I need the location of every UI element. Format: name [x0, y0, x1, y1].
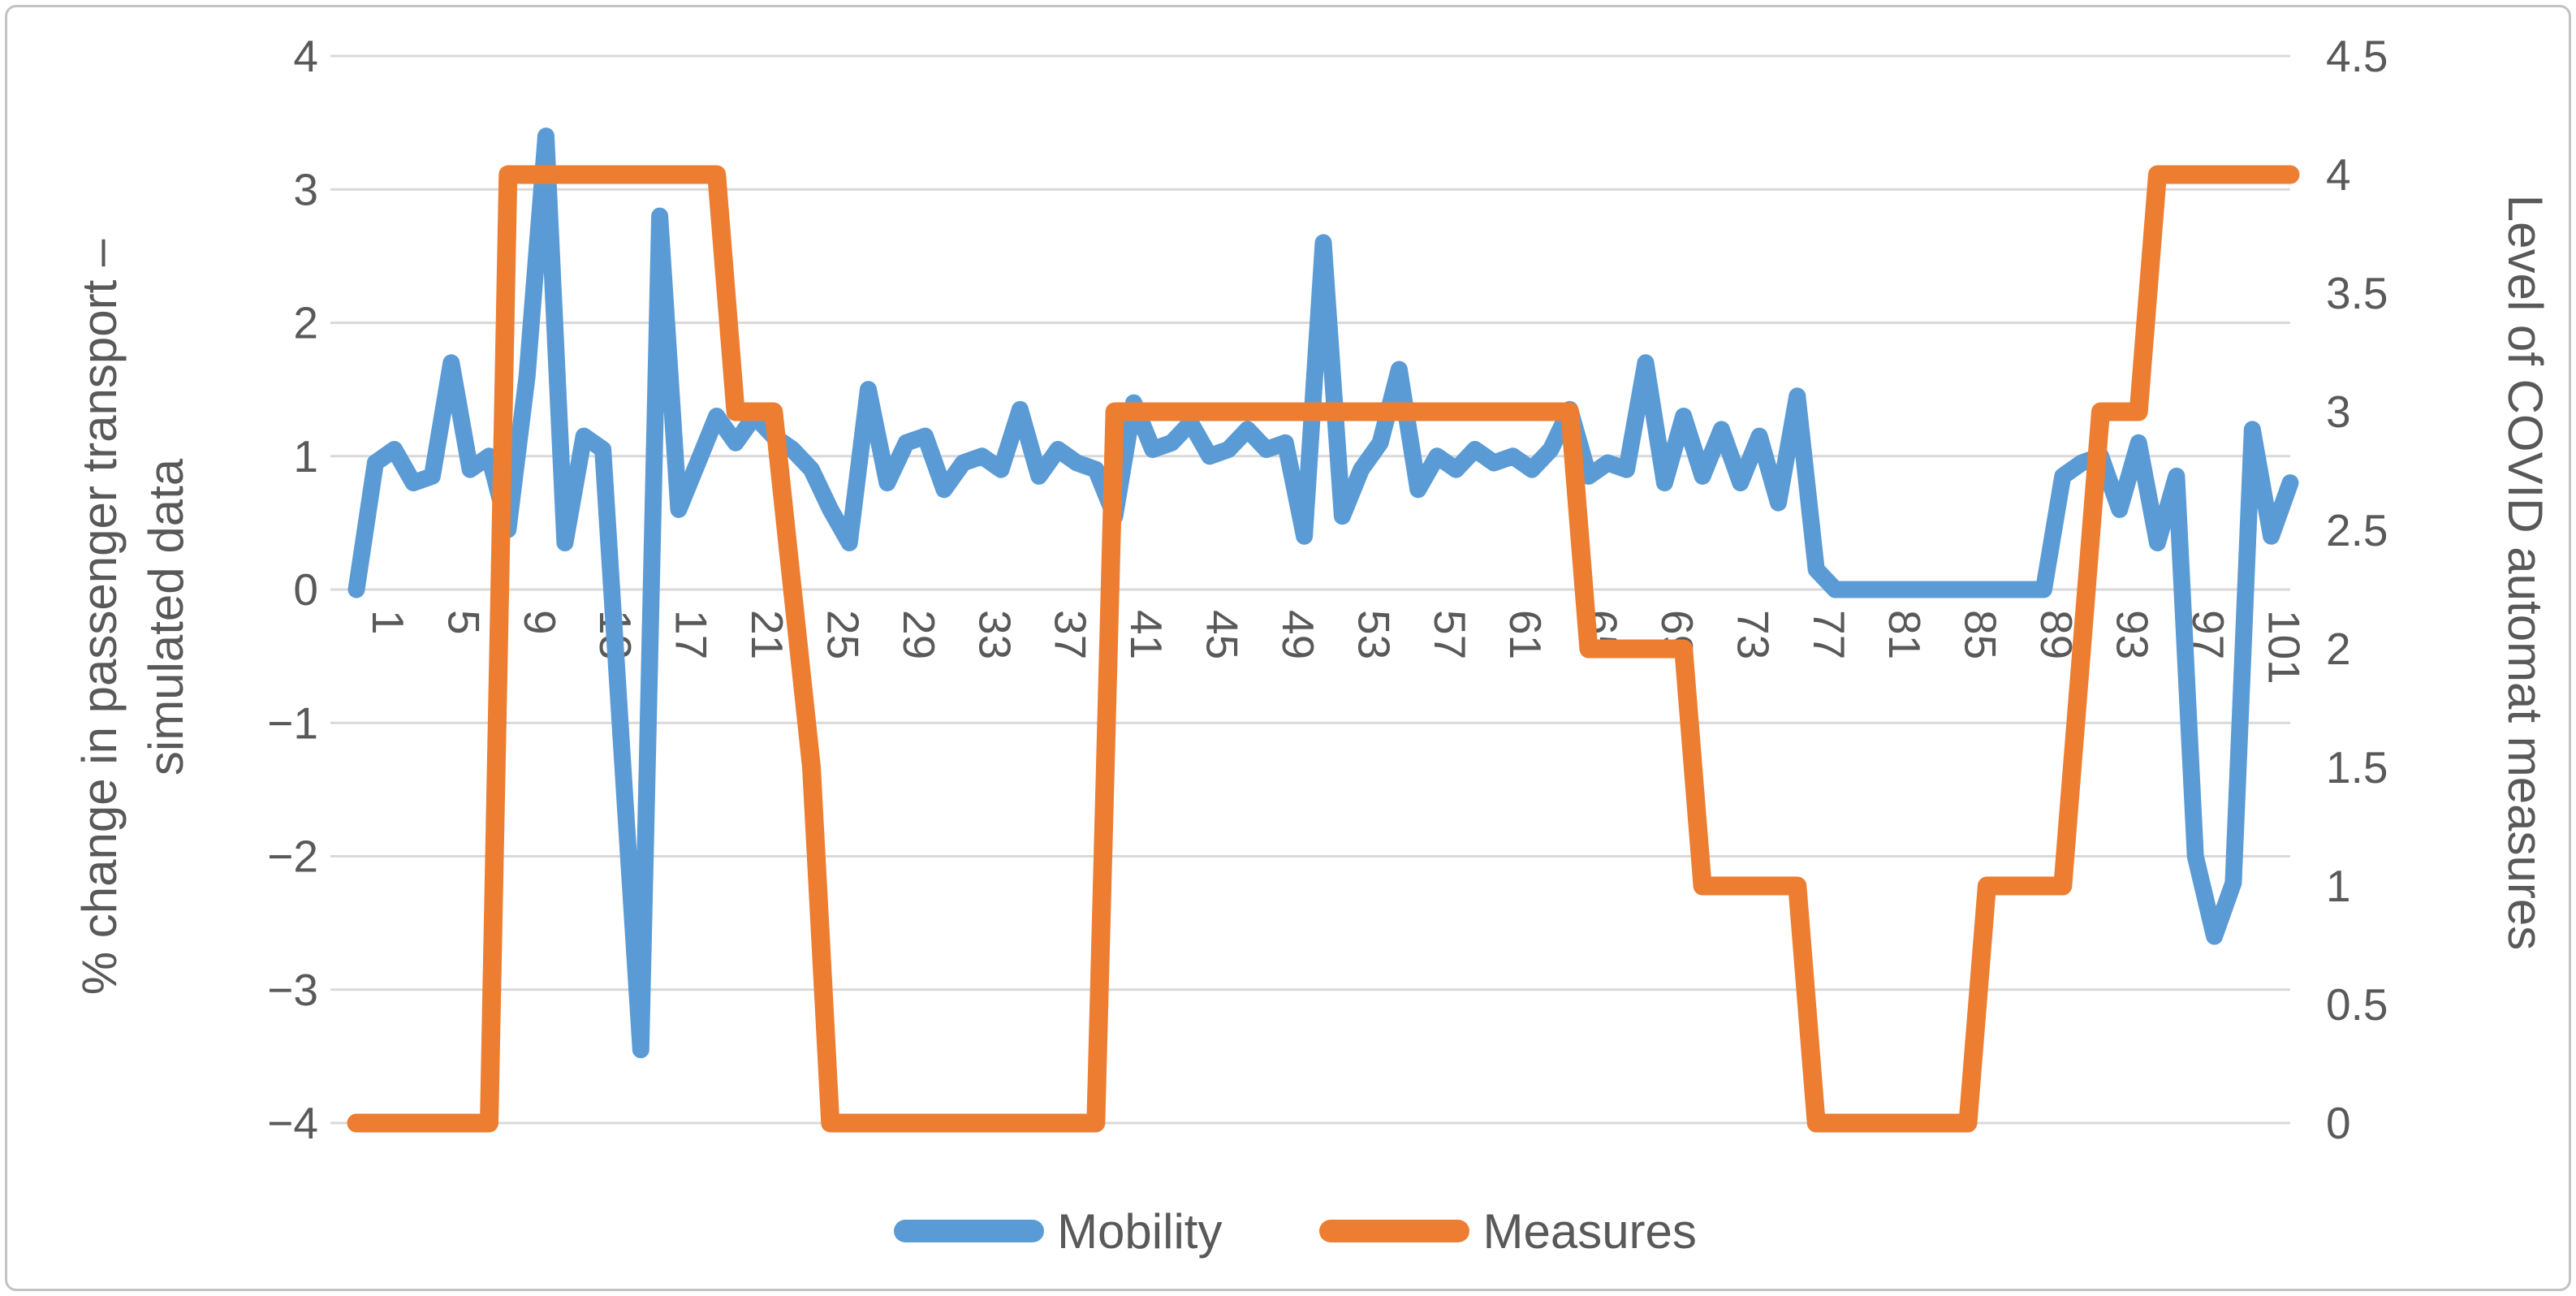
y-right-tick-label: 0.5: [2326, 979, 2388, 1030]
y-right-tick-label: 2: [2326, 624, 2351, 674]
legend: Mobility Measures: [7, 1194, 2576, 1268]
legend-item-mobility: Mobility: [894, 1203, 1222, 1259]
y-left-tick-label: −2: [267, 832, 318, 882]
mobility-line: [347, 127, 2299, 1059]
y-left-tick-label: −1: [267, 698, 318, 748]
x-tick-label: 101: [2259, 610, 2309, 685]
y-left-tick-label: 3: [293, 164, 318, 214]
y-right-tick-label: 3.5: [2326, 268, 2388, 318]
measures-line-swatch: [1319, 1220, 1470, 1242]
y-axis-left-title: % change in passenger transport – simula…: [67, 24, 205, 1210]
x-tick-label: 45: [1197, 610, 1248, 659]
x-tick-label: 57: [1425, 610, 1475, 659]
x-tick-label: 53: [1348, 610, 1399, 659]
x-tick-label: 5: [438, 610, 489, 635]
x-tick-label: 33: [969, 610, 1020, 659]
y-axis-left-title-line1: % change in passenger transport –: [72, 239, 127, 996]
x-tick-label: 77: [1804, 610, 1854, 659]
x-tick-label: 37: [1046, 610, 1096, 659]
y-right-tick-label: 0: [2326, 1098, 2351, 1148]
y-right-tick-label: 1.5: [2326, 742, 2388, 793]
x-tick-label: 29: [894, 610, 944, 659]
y-right-tick-label: 3: [2326, 387, 2351, 437]
y-axis-right-title: Level of COVID automat measures: [2498, 194, 2552, 951]
y-left-tick-label: 2: [293, 298, 318, 348]
x-tick-label: 9: [515, 610, 565, 635]
mobility-line-swatch: [894, 1220, 1045, 1242]
y-left-tick-label: 0: [293, 564, 318, 615]
y-right-tick-label: 4: [2326, 149, 2351, 200]
x-tick-label: 25: [818, 610, 869, 659]
y-left-tick-label: −3: [267, 965, 318, 1015]
y-right-tick-label: 4.5: [2326, 31, 2388, 81]
x-tick-label: 73: [1728, 610, 1778, 659]
x-tick-label: 21: [742, 610, 792, 659]
x-tick-label: 61: [1500, 610, 1551, 659]
y-left-tick-label: 1: [293, 431, 318, 482]
x-tick-label: 49: [1273, 610, 1323, 659]
y-right-tick-label: 1: [2326, 861, 2351, 911]
x-tick-label: 81: [1879, 610, 1930, 659]
measures-line: [347, 165, 2300, 1133]
x-tick-label: 85: [1956, 610, 2006, 659]
y-right-tick-label: 2.5: [2326, 505, 2388, 555]
y-axis-left-title-line2: simulated data: [139, 458, 193, 776]
legend-label-mobility: Mobility: [1057, 1203, 1223, 1259]
legend-item-measures: Measures: [1319, 1203, 1697, 1259]
y-left-tick-label: 4: [293, 31, 318, 81]
x-tick-label: 1: [363, 610, 413, 635]
chart-container: 4 3 2 1 0 −1 −2 −3 −4 4.5 4 3.5 3 2.5 2 1.5 1 0.5 0 1 5 9 13 17…: [5, 5, 2571, 1291]
legend-label-measures: Measures: [1482, 1203, 1697, 1259]
x-tick-label: 17: [667, 610, 717, 659]
x-tick-label: 41: [1121, 610, 1171, 659]
y-left-tick-label: −4: [267, 1098, 318, 1148]
x-tick-label: 93: [2108, 610, 2158, 659]
